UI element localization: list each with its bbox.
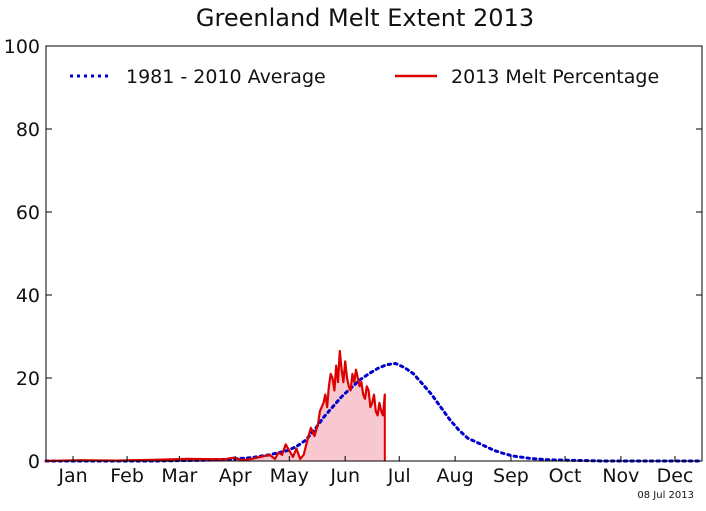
x-tick-label-jan: Jan: [57, 465, 87, 487]
x-tick-label-apr: Apr: [219, 465, 252, 487]
legend: 1981 - 2010 Average 2013 Melt Percentage: [70, 66, 659, 88]
x-tick-label-feb: Feb: [110, 465, 144, 487]
y-axis: 0 20 40 60 80 100: [4, 36, 702, 473]
x-tick-label-dec: Dec: [657, 465, 694, 487]
x-tick-label-mar: Mar: [161, 465, 197, 487]
y-tick-label: 40: [16, 285, 40, 307]
y-tick-label: 80: [16, 119, 40, 141]
x-tick-label-may: May: [270, 465, 309, 487]
series-fill-2013: [46, 351, 385, 461]
y-tick-label: 100: [4, 36, 40, 58]
x-tick-label-jun: Jun: [329, 465, 360, 487]
legend-label-2013: 2013 Melt Percentage: [451, 66, 659, 88]
series-line-average: [44, 362, 704, 463]
x-tick-label-oct: Oct: [549, 465, 582, 487]
chart-title: Greenland Melt Extent 2013: [196, 4, 534, 32]
y-tick-label: 60: [16, 202, 40, 224]
y-tick-label: 20: [16, 368, 40, 390]
x-tick-label-nov: Nov: [602, 465, 639, 487]
x-axis: Jan Feb Mar Apr May Jun Jul Aug Sep Oct Nov Dec: [57, 456, 693, 487]
legend-label-average: 1981 - 2010 Average: [126, 66, 326, 88]
y-tick-label: 0: [28, 451, 40, 473]
series-layer: [44, 349, 704, 463]
x-tick-label-aug: Aug: [437, 465, 474, 487]
series-line-2013: [44, 349, 386, 463]
melt-fill-layer: [46, 351, 385, 461]
date-stamp: 08 Jul 2013: [637, 490, 694, 501]
plot-frame: [45, 45, 703, 462]
x-tick-label-jul: Jul: [387, 465, 411, 487]
x-tick-label-sep: Sep: [493, 465, 529, 487]
